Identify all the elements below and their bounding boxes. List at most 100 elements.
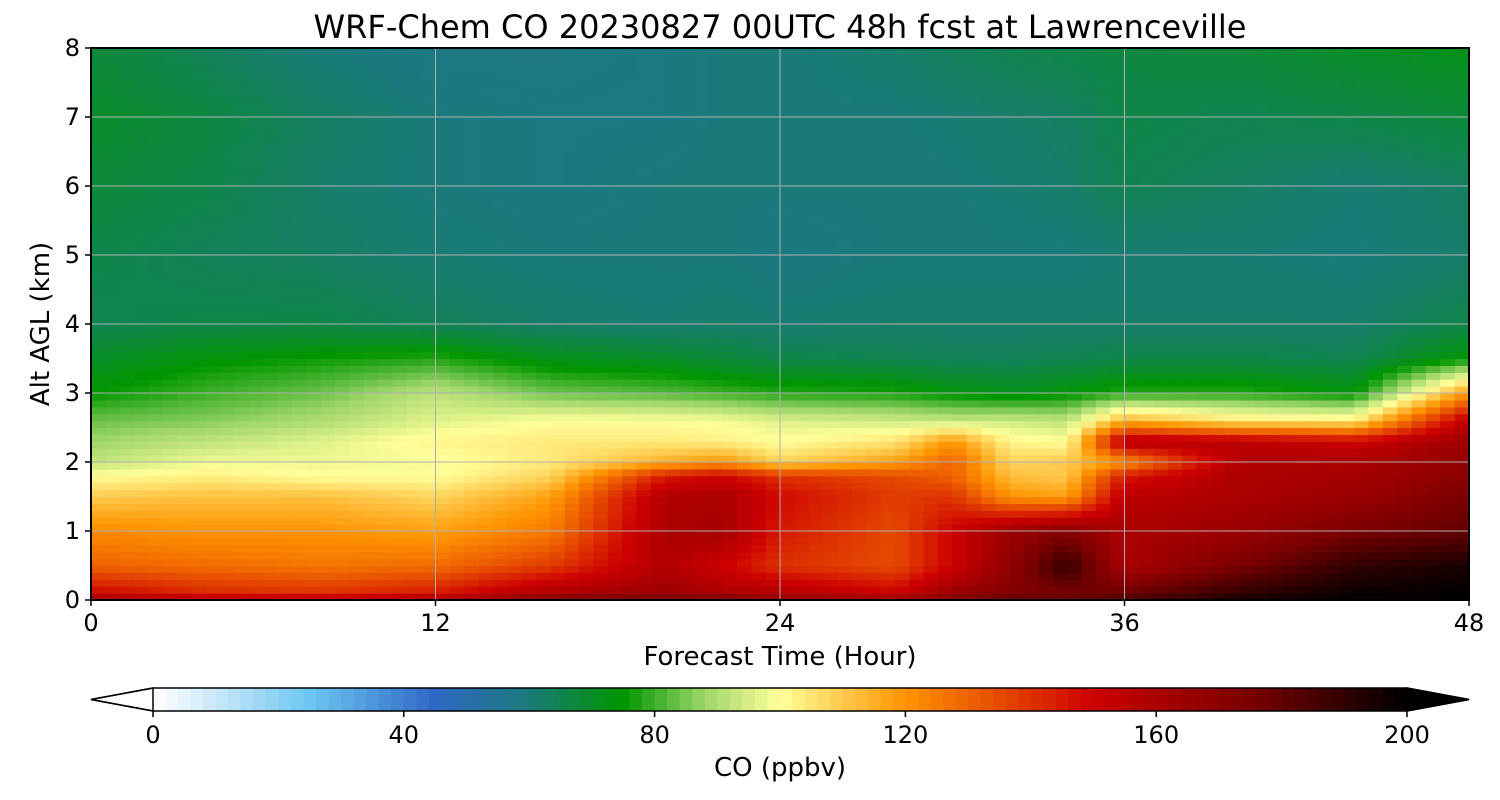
heatmap-cell: [449, 468, 465, 477]
heatmap-cell: [220, 448, 236, 456]
heatmap-cell: [1368, 268, 1384, 277]
heatmap-cell: [1067, 289, 1083, 297]
heatmap-cell: [564, 475, 580, 484]
heatmap-cell: [980, 544, 996, 553]
heatmap-cell: [622, 475, 638, 484]
heatmap-cell: [880, 310, 896, 318]
heatmap-cell: [1454, 317, 1469, 325]
heatmap-cell: [320, 310, 336, 318]
heatmap-cell: [923, 268, 939, 277]
heatmap-cell: [593, 544, 609, 553]
heatmap-cell: [564, 531, 580, 539]
heatmap-cell: [1382, 420, 1398, 429]
heatmap-cell: [277, 406, 293, 415]
heatmap-cell: [722, 289, 738, 297]
heatmap-cell: [1167, 510, 1183, 518]
heatmap-cell: [880, 510, 896, 518]
heatmap-cell: [1368, 503, 1384, 511]
heatmap-cell: [363, 372, 379, 380]
heatmap-cell: [1138, 427, 1154, 435]
heatmap-cell: [1167, 544, 1183, 553]
heatmap-cell: [636, 303, 652, 311]
heatmap-cell: [363, 579, 379, 587]
heatmap-cell: [1239, 537, 1255, 546]
heatmap-cell: [406, 372, 422, 380]
heatmap-cell: [363, 517, 379, 525]
heatmap-cell: [248, 358, 264, 366]
heatmap-cell: [1253, 503, 1269, 511]
heatmap-cell: [722, 324, 738, 332]
heatmap-cell: [1411, 510, 1427, 518]
heatmap-cell: [435, 268, 451, 277]
heatmap-cell: [1067, 551, 1083, 560]
heatmap-cell: [134, 399, 150, 408]
heatmap-cell: [995, 330, 1011, 339]
heatmap-cell: [980, 427, 996, 435]
heatmap-cell: [1153, 441, 1169, 449]
heatmap-cell: [1181, 593, 1197, 600]
heatmap-cell: [579, 537, 594, 546]
heatmap-cell: [263, 365, 279, 373]
heatmap-cell: [1181, 586, 1197, 594]
heatmap-cell: [866, 551, 882, 560]
heatmap-cell: [435, 448, 451, 456]
heatmap-cell: [191, 248, 207, 256]
heatmap-cell: [119, 531, 135, 539]
heatmap-cell: [1296, 324, 1312, 332]
heatmap-cell: [1440, 524, 1456, 532]
heatmap-cell: [923, 565, 939, 573]
heatmap-cell: [435, 517, 451, 525]
heatmap-cell: [134, 434, 150, 442]
heatmap-cell: [1181, 413, 1197, 422]
heatmap-cell: [392, 275, 408, 284]
heatmap-cell: [780, 358, 795, 366]
heatmap-cell: [937, 551, 953, 560]
heatmap-cell: [679, 448, 695, 456]
heatmap-cell: [521, 468, 537, 477]
heatmap-cell: [349, 393, 365, 401]
heatmap-cell: [923, 406, 939, 415]
heatmap-cell: [248, 379, 264, 387]
heatmap-cell: [105, 455, 121, 463]
heatmap-cell: [1354, 268, 1370, 277]
heatmap-cell: [1153, 434, 1169, 442]
heatmap-cell: [1167, 303, 1183, 311]
heatmap-cell: [464, 413, 480, 422]
heatmap-cell: [808, 551, 824, 560]
heatmap-cell: [622, 565, 638, 573]
heatmap-cell: [1311, 531, 1327, 539]
heatmap-cell: [923, 241, 939, 249]
heatmap-cell: [837, 503, 853, 511]
heatmap-cell: [335, 406, 350, 415]
heatmap-cell: [1397, 386, 1413, 394]
heatmap-cell: [808, 503, 824, 511]
heatmap-cell: [1282, 413, 1298, 422]
heatmap-cell: [220, 324, 236, 332]
heatmap-cell: [91, 475, 106, 484]
heatmap-cell: [521, 282, 537, 291]
heatmap-cell: [277, 565, 293, 573]
heatmap-cell: [148, 289, 164, 297]
heatmap-cell: [966, 310, 982, 318]
heatmap-cell: [650, 310, 666, 318]
heatmap-cell: [1124, 586, 1140, 594]
heatmap-cell: [780, 351, 795, 360]
heatmap-cell: [392, 586, 408, 594]
heatmap-cell: [693, 372, 709, 380]
heatmap-cell: [320, 261, 336, 270]
heatmap-cell: [880, 324, 896, 332]
heatmap-cell: [421, 448, 437, 456]
heatmap-cell: [937, 406, 953, 415]
heatmap-cell: [665, 275, 681, 284]
heatmap-cell: [478, 551, 494, 560]
heatmap-cell: [607, 310, 623, 318]
heatmap-cell: [1210, 572, 1226, 580]
heatmap-cell: [521, 427, 537, 435]
heatmap-cell: [679, 261, 695, 270]
heatmap-cell: [765, 448, 781, 456]
heatmap-cell: [1325, 420, 1341, 429]
heatmap-cell: [751, 296, 767, 304]
heatmap-cell: [320, 330, 336, 339]
heatmap-cell: [1397, 510, 1413, 518]
heatmap-cell: [980, 455, 996, 463]
